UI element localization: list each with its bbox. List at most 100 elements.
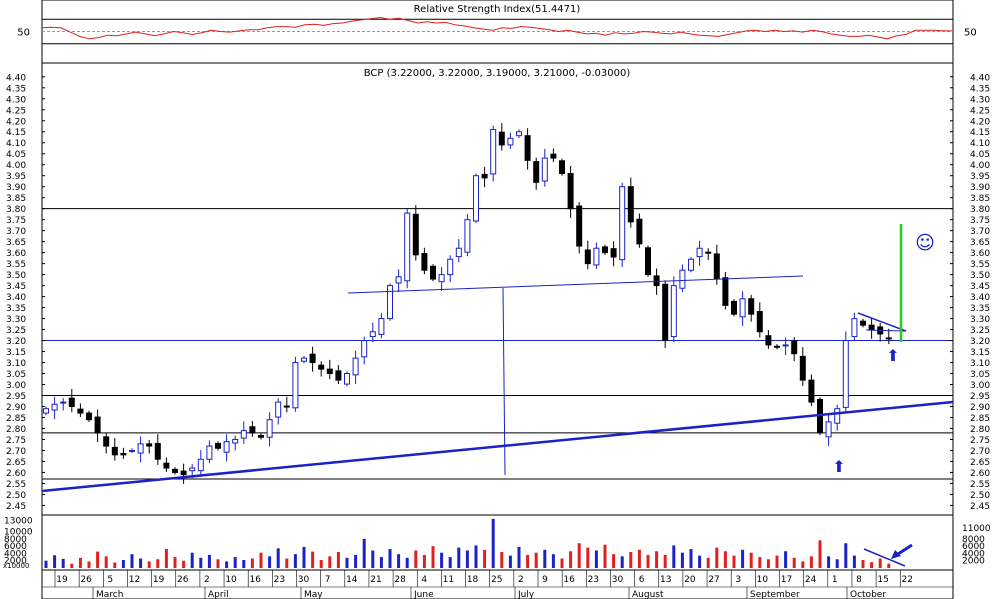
candle-body: [51, 403, 58, 411]
candle-body: [369, 331, 376, 338]
candle-body: [94, 416, 101, 434]
price-tick-right: 3.00: [970, 381, 990, 391]
price-tick-right: 3.10: [970, 359, 990, 369]
candle-body: [739, 298, 746, 318]
volume-bar: [637, 549, 641, 568]
candle-body: [180, 470, 187, 476]
price-tick-right: 3.80: [970, 205, 990, 215]
volume-bar: [422, 554, 426, 568]
volume-bar: [250, 558, 254, 568]
volume-bar: [801, 561, 805, 568]
volume-bar: [182, 560, 186, 568]
candle-body: [318, 364, 325, 370]
candle-body: [197, 458, 204, 472]
candle-body: [404, 212, 411, 282]
volume-bar: [285, 558, 289, 568]
day-label: 26: [177, 575, 189, 585]
volume-bar: [121, 559, 125, 568]
candle-body: [266, 419, 273, 438]
volume-bar: [388, 549, 392, 568]
candle-body: [576, 205, 583, 247]
volume-tick-left: 2000: [4, 557, 27, 567]
candle-body: [498, 131, 505, 146]
day-label: 30: [612, 575, 624, 585]
price-tick-right: 3.65: [970, 238, 990, 248]
volume-bar: [483, 549, 487, 568]
candle-body: [240, 430, 247, 439]
price-tick-left: 4.15: [6, 128, 26, 138]
volume-bar: [199, 557, 203, 568]
volume-bar: [397, 554, 401, 568]
volume-bar: [474, 545, 478, 568]
candle-body: [430, 265, 436, 280]
candle-body: [103, 436, 110, 447]
price-tick-right: 4.00: [970, 161, 990, 171]
price-tick-left: 2.45: [6, 502, 26, 512]
price-tick-left: 3.10: [6, 359, 26, 369]
volume-bar: [345, 557, 349, 568]
price-tick-right: 4.05: [970, 150, 990, 160]
candle-body: [137, 443, 144, 454]
candle-body: [524, 135, 531, 161]
price-tick-left: 4.10: [6, 139, 26, 149]
price-tick-right: 2.90: [970, 403, 990, 413]
volume-axis-ticks: 1300010000800060004000200011000800060004…: [4, 517, 991, 567]
candle-body: [68, 397, 75, 407]
candle-body: [610, 248, 617, 258]
candle-body: [765, 335, 772, 346]
price-tick-left: 3.20: [6, 337, 26, 347]
volume-bar: [594, 550, 598, 568]
candle-body: [791, 340, 798, 355]
candle-body: [129, 449, 135, 452]
price-tick-right: 3.85: [970, 194, 990, 204]
volume-bar: [78, 557, 82, 568]
volume-bar: [207, 554, 211, 568]
volume-bar: [431, 546, 435, 568]
month-label: May: [304, 590, 323, 599]
rsi-tick-left: 50: [17, 28, 30, 39]
volume-bar: [113, 562, 117, 568]
volume-bar: [44, 560, 48, 568]
day-label: 18: [467, 575, 479, 585]
price-tick-left: 3.85: [6, 194, 26, 204]
price-gridlines: [42, 208, 953, 480]
candle-body: [808, 379, 815, 403]
volume-bar: [741, 549, 745, 568]
candle-body: [344, 373, 350, 385]
candle-body: [387, 285, 393, 320]
volume-bar: [698, 555, 702, 568]
price-tick-left: 2.50: [6, 491, 26, 501]
candle-body: [662, 283, 669, 342]
volume-bar: [216, 559, 220, 568]
volume-bar: [448, 557, 452, 568]
price-tick-right: 3.90: [970, 183, 990, 193]
volume-bar: [225, 561, 229, 568]
price-tick-right: 2.80: [970, 425, 990, 435]
long-trendline: [41, 400, 954, 493]
volume-bar: [629, 551, 633, 568]
price-tick-left: 4.35: [6, 84, 26, 94]
candle-body: [799, 355, 806, 381]
volume-bar: [268, 556, 272, 568]
panel-frames: [41, 0, 954, 599]
price-tick-left: 3.55: [6, 260, 26, 270]
volume-tick-left: 10000: [4, 528, 33, 538]
price-tick-left: 4.20: [6, 117, 26, 127]
volume-bar: [61, 558, 65, 568]
volume-bar: [379, 557, 383, 568]
pennant-lower: [865, 329, 907, 332]
candle-body: [464, 219, 471, 253]
day-label: 10: [225, 575, 237, 585]
price-tick-left: 3.25: [6, 326, 26, 336]
month-label: April: [208, 590, 229, 599]
day-label: 23: [274, 575, 285, 585]
price-tick-right: 2.70: [970, 447, 990, 457]
volume-bar: [792, 557, 796, 568]
rsi-tick-right: 50: [964, 28, 977, 39]
day-label: 5: [107, 575, 113, 585]
candle-body: [731, 300, 737, 315]
volume-bar: [440, 552, 444, 568]
candle-body: [885, 337, 892, 340]
candle-body: [825, 421, 832, 438]
day-label: 26: [80, 575, 92, 585]
